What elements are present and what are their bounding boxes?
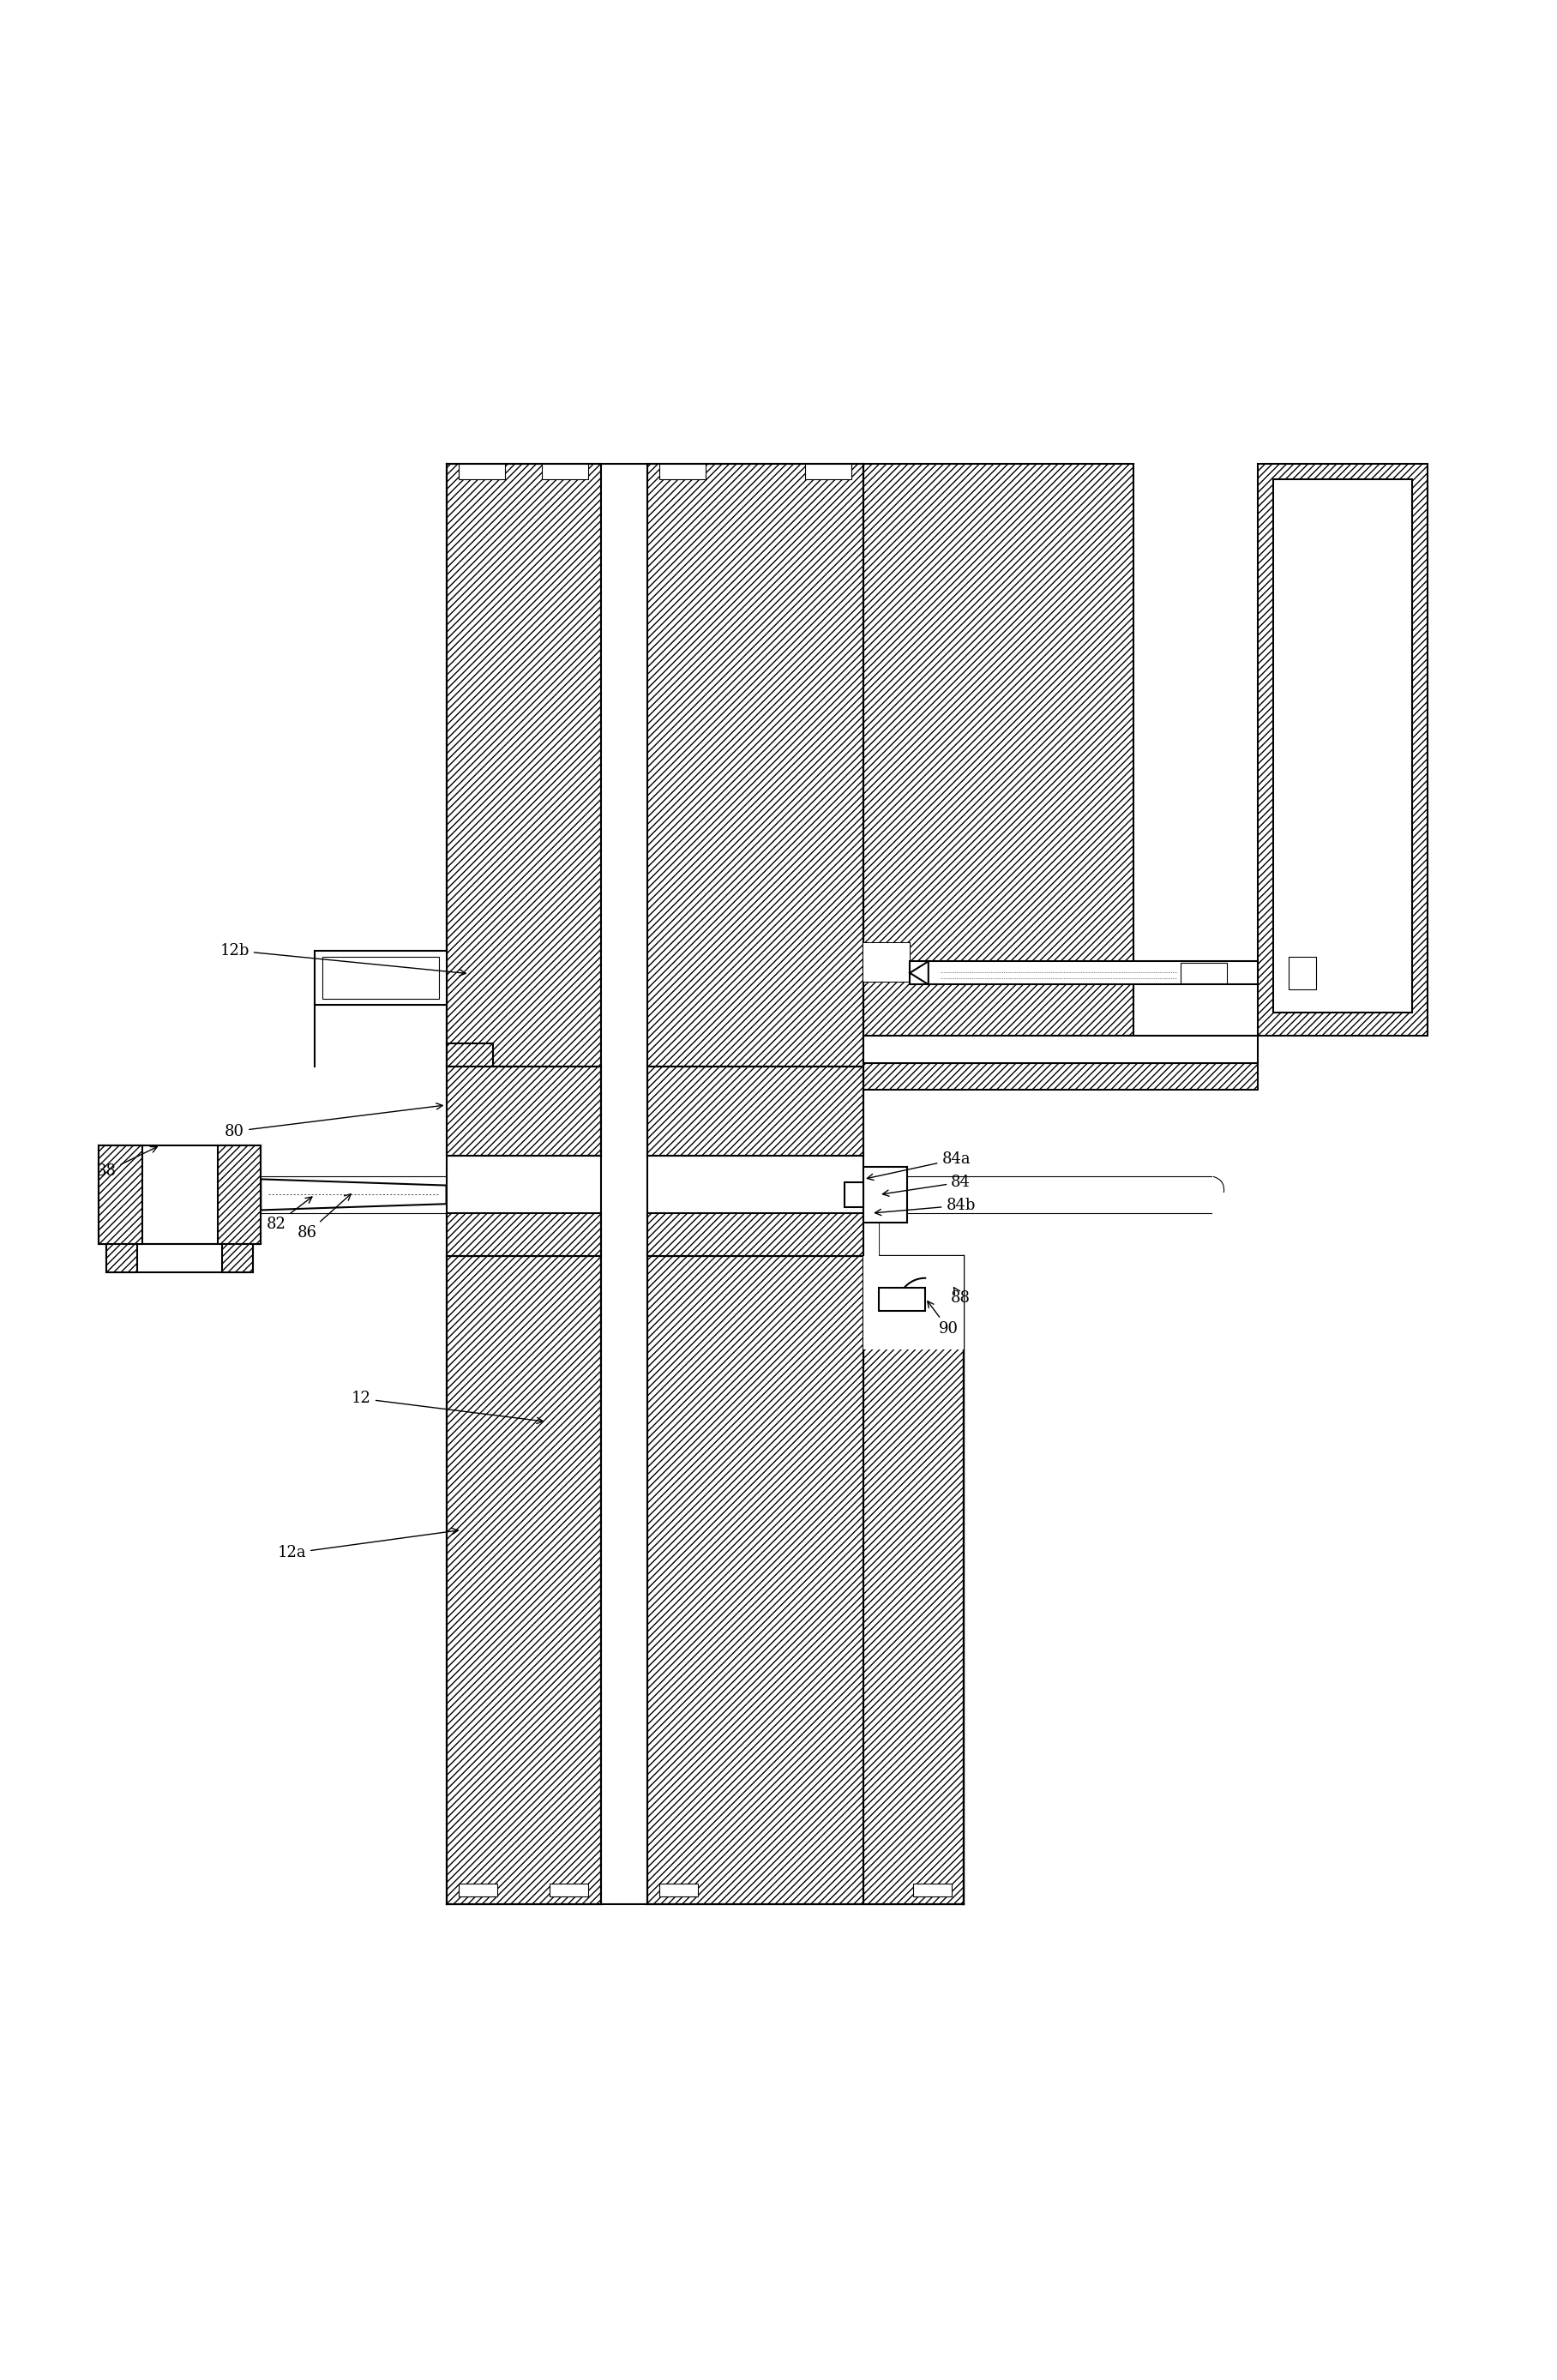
Polygon shape: [447, 464, 601, 1066]
Polygon shape: [447, 1214, 601, 1257]
Polygon shape: [98, 1145, 262, 1245]
Polygon shape: [845, 1183, 864, 1207]
Polygon shape: [912, 1883, 951, 1897]
Text: 38: 38: [97, 1147, 157, 1178]
Polygon shape: [864, 1257, 964, 1904]
Polygon shape: [223, 1245, 254, 1271]
Polygon shape: [315, 950, 447, 1004]
Polygon shape: [601, 1257, 648, 1904]
Polygon shape: [218, 1145, 262, 1245]
Polygon shape: [909, 962, 928, 985]
Polygon shape: [864, 1178, 880, 1257]
Polygon shape: [864, 1257, 964, 1349]
Polygon shape: [601, 1066, 648, 1157]
Polygon shape: [98, 1145, 142, 1245]
Text: 12a: 12a: [277, 1528, 458, 1561]
Polygon shape: [880, 1288, 925, 1311]
Text: 84: 84: [883, 1176, 970, 1197]
Polygon shape: [601, 464, 648, 1066]
Polygon shape: [447, 1066, 601, 1157]
Polygon shape: [648, 1257, 964, 1904]
Polygon shape: [1180, 964, 1227, 983]
Polygon shape: [648, 464, 864, 1066]
Text: 82: 82: [266, 1197, 311, 1233]
Polygon shape: [459, 464, 504, 478]
Polygon shape: [660, 1883, 698, 1897]
Text: 84a: 84a: [867, 1152, 970, 1180]
Text: 12: 12: [352, 1390, 543, 1423]
Polygon shape: [550, 1883, 589, 1897]
Text: 80: 80: [224, 1104, 442, 1140]
Polygon shape: [805, 464, 852, 478]
Text: 88: 88: [951, 1288, 970, 1307]
Text: 90: 90: [928, 1302, 958, 1338]
Polygon shape: [106, 1245, 254, 1271]
Text: 84b: 84b: [875, 1197, 976, 1216]
Polygon shape: [1288, 957, 1316, 990]
Polygon shape: [648, 1214, 880, 1257]
Polygon shape: [1258, 464, 1428, 1035]
Polygon shape: [262, 1178, 447, 1209]
Polygon shape: [1274, 478, 1412, 1012]
Polygon shape: [459, 1883, 497, 1897]
Polygon shape: [864, 942, 909, 981]
Text: 12b: 12b: [220, 942, 466, 976]
Polygon shape: [542, 464, 589, 478]
Polygon shape: [909, 962, 1258, 985]
Polygon shape: [864, 1064, 1258, 1090]
Polygon shape: [864, 1035, 1258, 1064]
Text: 86: 86: [297, 1195, 350, 1240]
Polygon shape: [648, 1066, 864, 1157]
Polygon shape: [447, 1257, 601, 1904]
Polygon shape: [106, 1245, 137, 1271]
Polygon shape: [864, 1166, 906, 1223]
Polygon shape: [864, 464, 1133, 1035]
Polygon shape: [322, 957, 439, 1000]
Polygon shape: [660, 464, 705, 478]
